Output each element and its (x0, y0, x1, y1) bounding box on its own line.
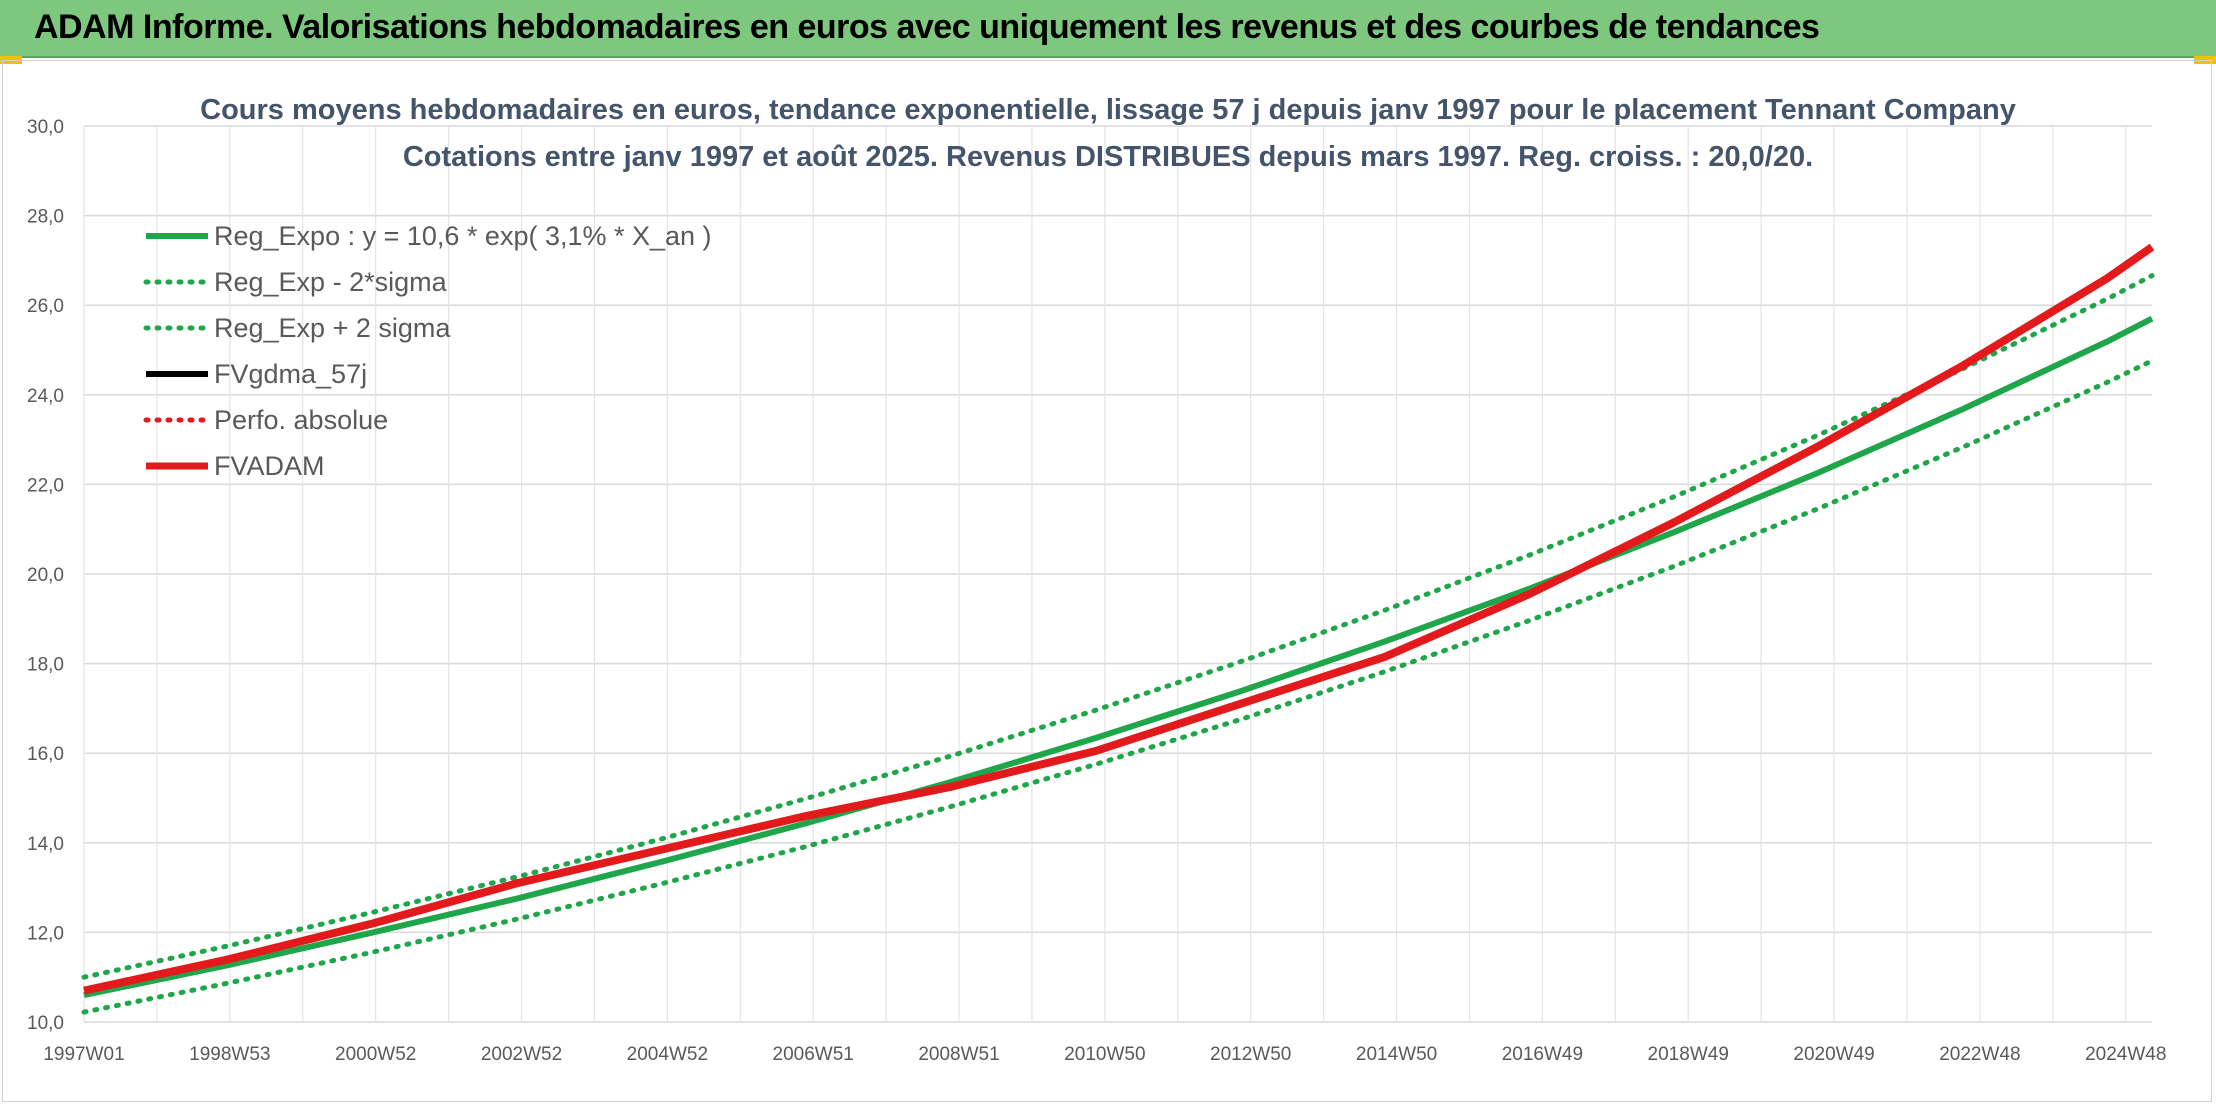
series-group (81, 243, 2155, 1015)
report-banner: ADAM Informe. Valorisations hebdomadaire… (0, 0, 2216, 58)
x-tick-label: 1997W01 (43, 1044, 124, 1065)
legend-label: Reg_Exp + 2 sigma (214, 313, 451, 343)
y-tick-label: 20,0 (27, 565, 64, 586)
report-title: ADAM Informe. Valorisations hebdomadaire… (34, 8, 1820, 46)
x-tick-label: 2014W50 (1356, 1044, 1437, 1065)
series-line (83, 315, 2154, 999)
x-tick-label: 2022W48 (1939, 1044, 2020, 1065)
legend-label: Reg_Exp - 2*sigma (214, 267, 448, 297)
y-tick-label: 16,0 (27, 744, 64, 765)
x-tick-label: 2016W49 (1502, 1044, 1583, 1065)
x-tick-label: 2002W52 (481, 1044, 562, 1065)
x-tick-label: 2000W52 (335, 1044, 416, 1065)
legend-label: Perfo. absolue (214, 405, 388, 435)
legend-label: Reg_Expo : y = 10,6 * exp( 3,1% * X_an ) (214, 221, 712, 251)
x-tick-label: 1998W53 (189, 1044, 270, 1065)
x-axis-ticks: 1997W01 1998W53 2000W52 2002W52 2004W52 2006W… (43, 1044, 2166, 1065)
x-tick-label: 2006W51 (773, 1044, 854, 1065)
y-tick-label: 24,0 (27, 386, 64, 407)
y-tick-label: 28,0 (27, 207, 64, 228)
y-axis-ticks: 10,0 12,0 14,0 16,0 18,0 20,0 22,0 24,0 26,0 28,0… (27, 117, 64, 1034)
x-tick-label: 2020W49 (1793, 1044, 1874, 1065)
x-tick-label: 2010W50 (1064, 1044, 1145, 1065)
y-tick-label: 18,0 (27, 655, 64, 676)
x-tick-label: 2024W48 (2085, 1044, 2166, 1065)
y-tick-label: 14,0 (27, 834, 64, 855)
x-tick-label: 2018W49 (1648, 1044, 1729, 1065)
series-line (81, 273, 2155, 980)
y-tick-label: 26,0 (27, 296, 64, 317)
legend-label: FVgdma_57j (214, 359, 367, 389)
series-line (83, 243, 2155, 995)
grid (83, 125, 2152, 1023)
chart-frame (2, 60, 2212, 1102)
y-tick-label: 22,0 (27, 475, 64, 496)
chart-title: Cours moyens hebdomadaires en euros, ten… (200, 94, 2016, 126)
x-tick-label: 2004W52 (627, 1044, 708, 1065)
x-tick-label: 2008W51 (918, 1044, 999, 1065)
y-tick-label: 10,0 (27, 1013, 64, 1034)
y-tick-label: 12,0 (27, 923, 64, 944)
legend: Reg_Expo : y = 10,6 * exp( 3,1% * X_an )… (143, 221, 712, 481)
legend-label: FVADAM (214, 451, 325, 481)
y-tick-label: 30,0 (27, 117, 64, 138)
chart-subtitle: Cotations entre janv 1997 et août 2025. … (403, 141, 1813, 173)
x-tick-label: 2012W50 (1210, 1044, 1291, 1065)
